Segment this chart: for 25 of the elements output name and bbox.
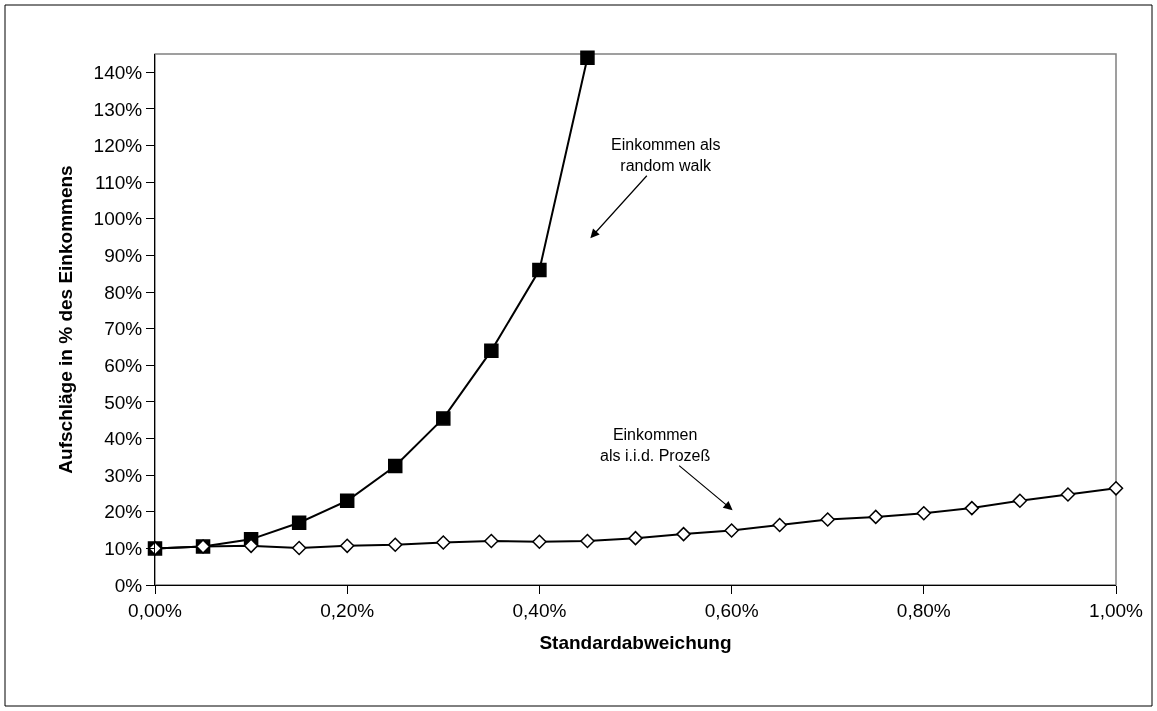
x-tick-label: 0,60% (704, 599, 759, 621)
y-tick-label: 10% (104, 538, 143, 560)
y-axis-title: Aufschläge in % des Einkommens (55, 165, 77, 474)
y-tick-label: 40% (104, 428, 143, 450)
y-tick-label: 0% (114, 574, 143, 596)
y-tick-label: 20% (104, 501, 143, 523)
y-tick-label: 140% (93, 61, 143, 83)
x-tick-label: 0,00% (128, 599, 183, 621)
x-tick-label: 0,40% (512, 599, 567, 621)
y-tick-label: 120% (93, 135, 143, 157)
y-tick-label: 110% (95, 171, 143, 193)
y-tick-label: 100% (93, 208, 143, 230)
x-tick-label: 0,20% (320, 599, 375, 621)
annotation: Einkommen als random walk (611, 136, 721, 174)
y-tick-label: 80% (104, 281, 143, 303)
x-tick-label: 0,80% (896, 599, 951, 621)
y-tick-label: 130% (93, 98, 143, 120)
annotation: Einkommen als i.i.d. Prozeß (600, 426, 711, 464)
x-axis-title: Standardabweichung (539, 631, 732, 653)
x-tick-label: 1,00% (1089, 599, 1144, 621)
y-tick-label: 50% (104, 391, 143, 413)
y-tick-label: 30% (104, 464, 143, 486)
y-tick-label: 60% (104, 354, 143, 376)
y-tick-label: 70% (104, 318, 143, 340)
y-tick-label: 90% (104, 245, 143, 267)
